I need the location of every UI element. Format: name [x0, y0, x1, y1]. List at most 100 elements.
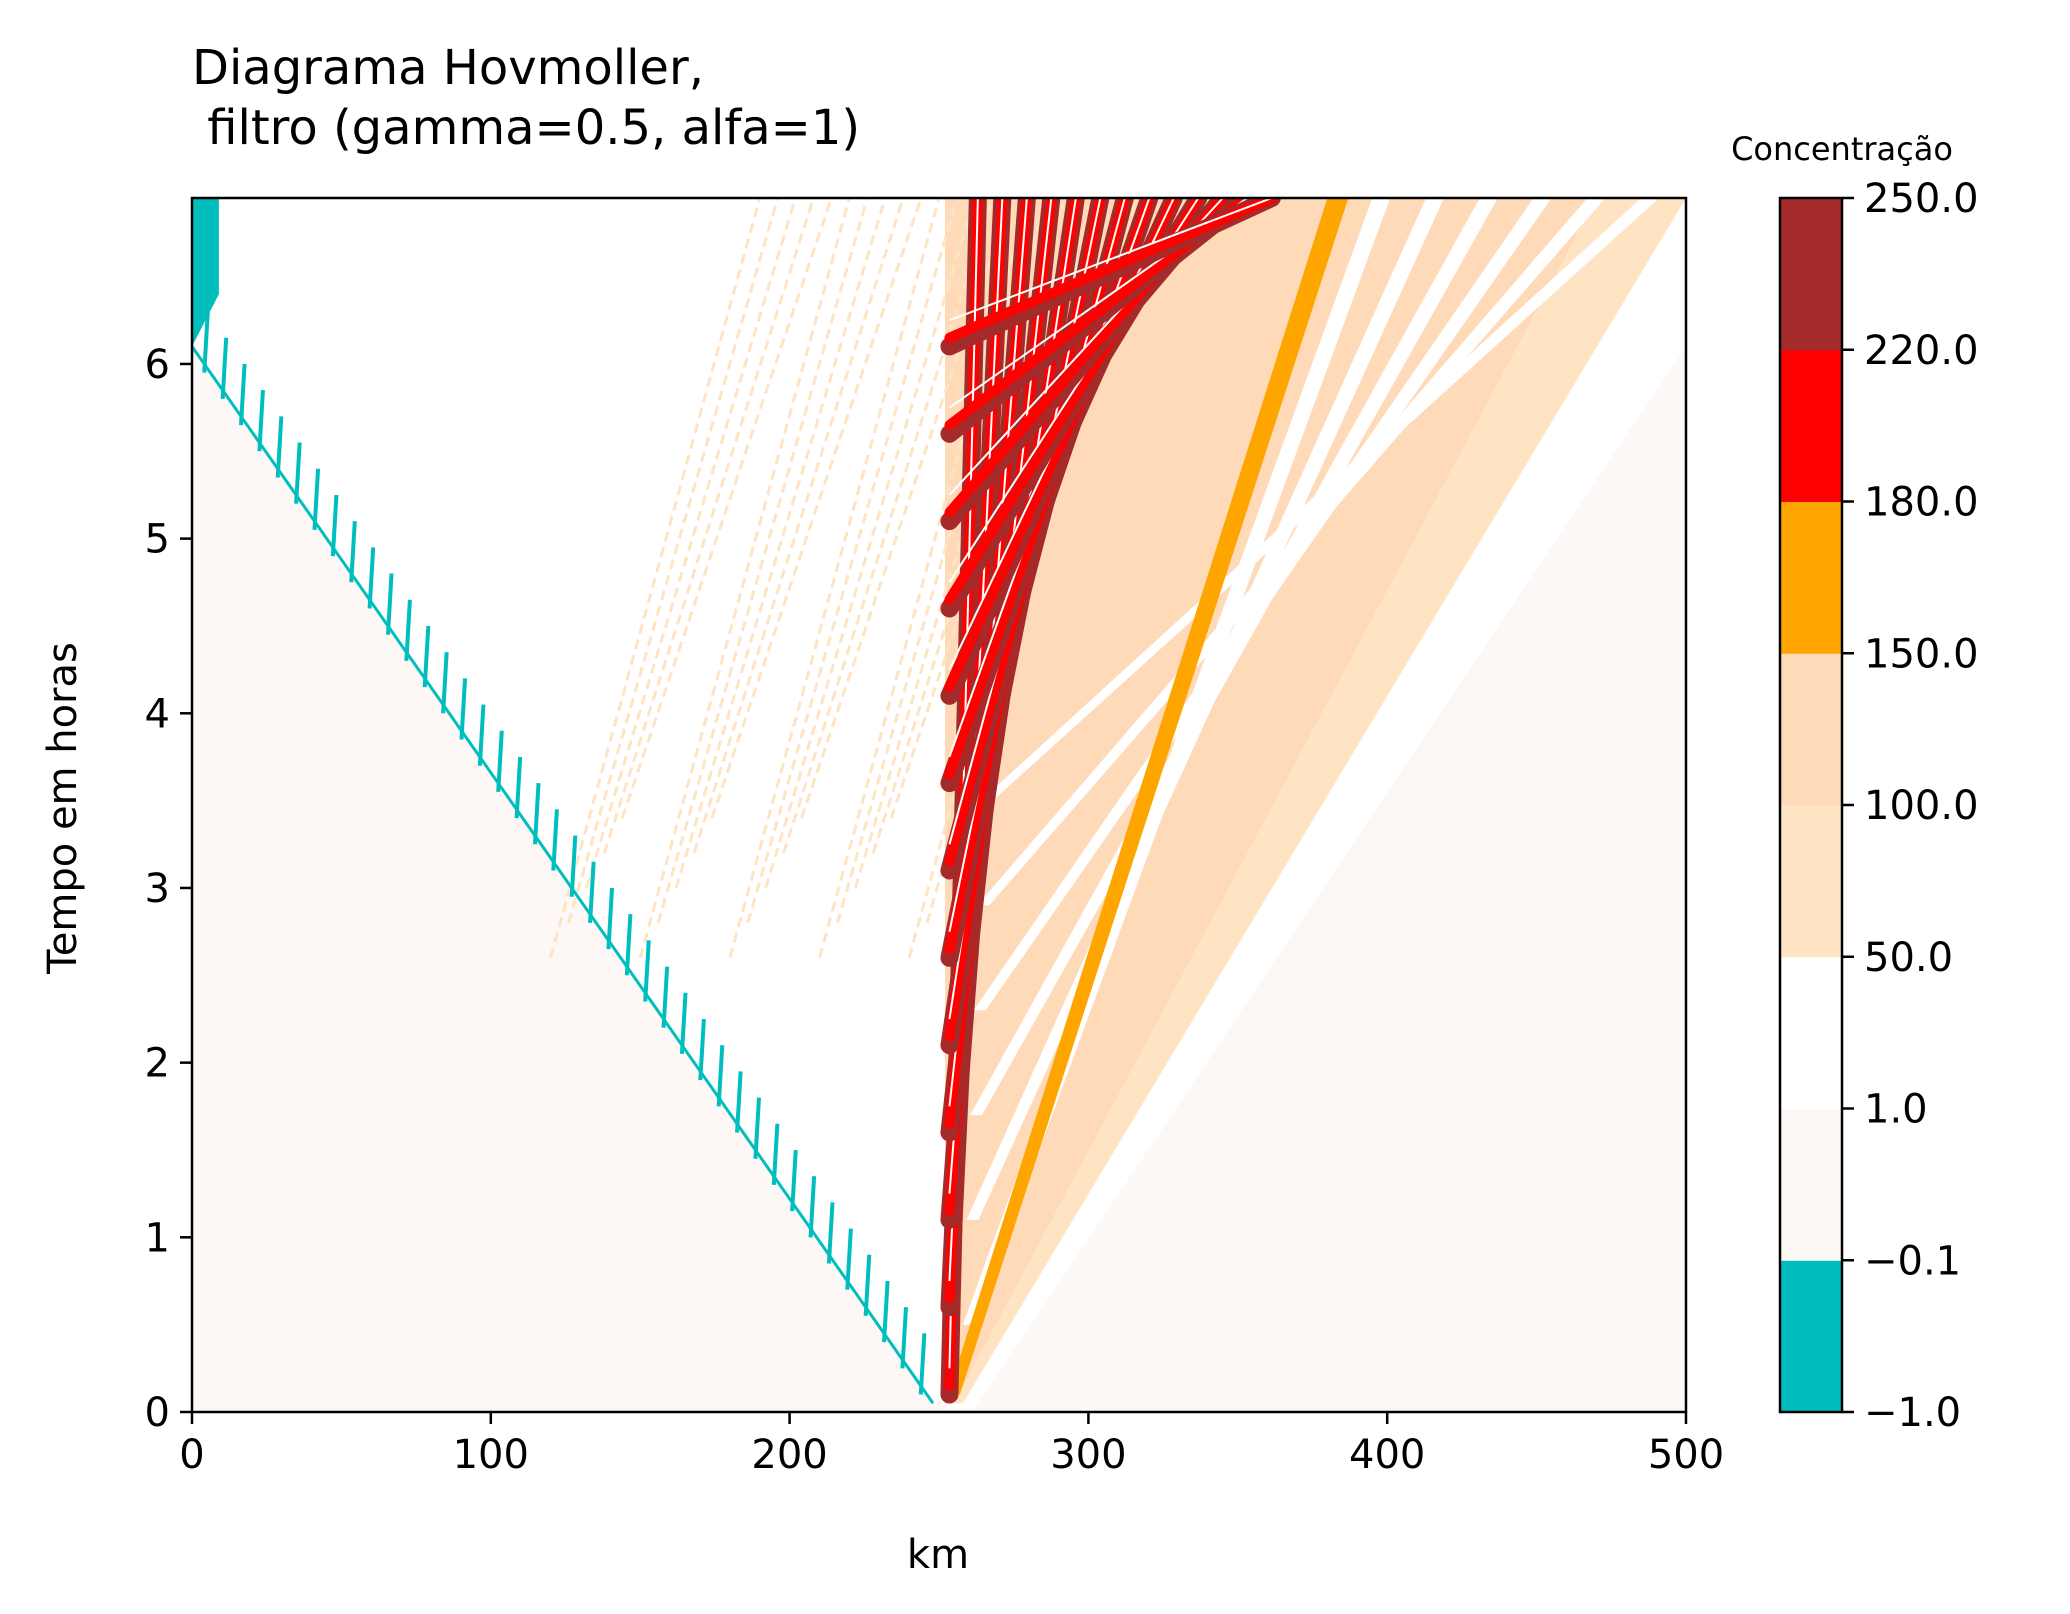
negative-tick: [569, 835, 578, 897]
outer-white-stripe: [980, 198, 1660, 801]
negative-tick: [918, 1333, 927, 1395]
colorbar-tick-label: 100.0: [1864, 783, 1979, 829]
colorbar-tick-label: 150.0: [1864, 631, 1979, 677]
colorbar-segment: [1780, 1260, 1842, 1413]
x-tick-label: 100: [453, 1432, 529, 1478]
x-tick-label: 0: [179, 1432, 204, 1478]
ripple-streak: [584, 198, 798, 889]
plot-frame: [190, 196, 1688, 1414]
negative-tick: [422, 625, 431, 688]
x-tick-label: 300: [1050, 1432, 1126, 1478]
negative-tick: [294, 442, 302, 504]
colorbar-segment: [1780, 349, 1842, 502]
negative-tick: [808, 1176, 817, 1238]
outer-white-stripe: [973, 198, 1552, 1011]
negative-tick: [202, 311, 210, 373]
negative-tick: [367, 547, 376, 609]
y-axis: 0 1 2 3 4 5 6: [145, 342, 192, 1436]
ripple-streak: [620, 198, 833, 819]
chart-title-line-2: filtro (gamma=0.5, alfa=1): [192, 100, 860, 156]
x-axis-label: km: [907, 1532, 969, 1578]
negative-tick: [441, 652, 449, 714]
y-tick-label: 2: [145, 1041, 170, 1087]
negative-tick: [753, 1097, 762, 1159]
y-tick-label: 5: [145, 517, 170, 563]
y-tick-label: 3: [145, 866, 170, 912]
negative-tick: [514, 756, 523, 819]
negative-tick: [606, 887, 615, 950]
ripple-streak: [728, 198, 941, 959]
ripple-streak: [782, 198, 995, 854]
negative-tick: [312, 468, 321, 531]
negative-tick: [385, 573, 394, 635]
negative-tick: [790, 1149, 798, 1212]
negative-tick: [551, 809, 559, 871]
negative-tick: [404, 599, 412, 662]
ripple-streak: [674, 198, 887, 889]
outer-white-stripe: [970, 198, 1498, 1116]
negative-tick: [735, 1071, 743, 1133]
negative-tick: [532, 783, 541, 845]
colorbar-tick-label: 250.0: [1864, 176, 1979, 222]
negative-tick: [459, 678, 468, 740]
colorbar-tick-label: −1.0: [1864, 1390, 1961, 1436]
negative-tick: [496, 730, 504, 793]
colorbar: −1.0 −0.1 1.0 50.0 100.0 150.0 180.0 220.0 250.0: [1778, 176, 1979, 1436]
negative-tick: [330, 494, 339, 557]
ripple-streak: [602, 198, 815, 854]
colorbar-segment: [1780, 956, 1842, 1109]
ripple-streak: [656, 198, 869, 924]
negative-tick: [349, 521, 357, 583]
colorbar-tick-label: 180.0: [1864, 480, 1979, 526]
negative-tick: [900, 1307, 908, 1369]
colorbar-segment: [1780, 653, 1842, 806]
colorbar-label: Concentração: [1731, 130, 1953, 168]
negative-tick: [716, 1045, 725, 1107]
ripple-streak: [549, 198, 762, 959]
negative-tick: [863, 1254, 872, 1317]
negative-tick: [238, 363, 247, 426]
negative-tick: [477, 704, 486, 766]
ripple-streak: [638, 198, 851, 959]
x-tick-label: 500: [1648, 1432, 1724, 1478]
colorbar-segment: [1780, 1108, 1842, 1261]
inner-concentration-band: [945, 198, 1597, 1404]
negative-tick: [643, 940, 651, 1002]
ripple-streak: [764, 198, 977, 889]
negative-tick: [257, 390, 265, 452]
ripple-streak: [710, 198, 923, 819]
plot-area: [192, 198, 1686, 1412]
ripple-streak: [746, 198, 959, 924]
negative-tick: [826, 1202, 835, 1264]
negative-tick: [882, 1280, 890, 1343]
chart-title-line-1: Diagrama Hovmoller,: [192, 40, 704, 96]
x-tick-label: 400: [1349, 1432, 1425, 1478]
negative-tick: [624, 914, 633, 976]
ripple-streak: [692, 198, 905, 854]
negative-tick: [588, 861, 596, 924]
x-tick-label: 200: [751, 1432, 827, 1478]
negative-tick: [679, 992, 688, 1055]
colorbar-segment: [1780, 501, 1842, 654]
x-axis: 0 100 200 300 400 500: [179, 1412, 1724, 1478]
negative-tick: [845, 1228, 853, 1290]
main-band-13-core: [944, 198, 1277, 343]
colorbar-tick-label: 50.0: [1864, 935, 1953, 981]
negative-tick: [275, 416, 284, 478]
y-tick-label: 0: [145, 1390, 170, 1436]
negative-tick: [220, 337, 229, 399]
colorbar-tick-label: 1.0: [1864, 1087, 1928, 1133]
negative-corner: [192, 198, 219, 347]
colorbar-tick-label: 220.0: [1864, 328, 1979, 374]
colorbar-tick-label: −0.1: [1864, 1238, 1961, 1284]
y-tick-label: 1: [145, 1215, 170, 1261]
orange-band: [948, 198, 1349, 1395]
main-band-13-center: [949, 198, 1273, 322]
colorbar-segment: [1780, 805, 1842, 958]
negative-tick: [698, 1018, 706, 1081]
colorbar-segment: [1780, 198, 1842, 351]
ripple-streak: [567, 198, 780, 924]
y-tick-label: 4: [145, 691, 170, 737]
y-tick-label: 6: [145, 342, 170, 388]
